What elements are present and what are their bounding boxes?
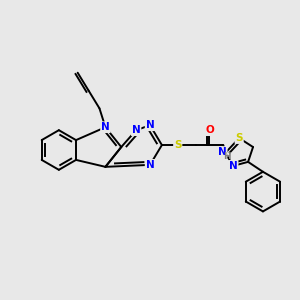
Text: O: O <box>205 125 214 135</box>
Text: S: S <box>174 140 182 150</box>
Text: H: H <box>224 152 231 161</box>
Text: N: N <box>132 125 140 135</box>
Text: S: S <box>236 133 243 143</box>
Text: N: N <box>101 122 110 132</box>
Text: N: N <box>146 120 154 130</box>
Text: N: N <box>146 160 154 170</box>
Text: N: N <box>229 161 238 171</box>
Text: N: N <box>218 147 227 157</box>
